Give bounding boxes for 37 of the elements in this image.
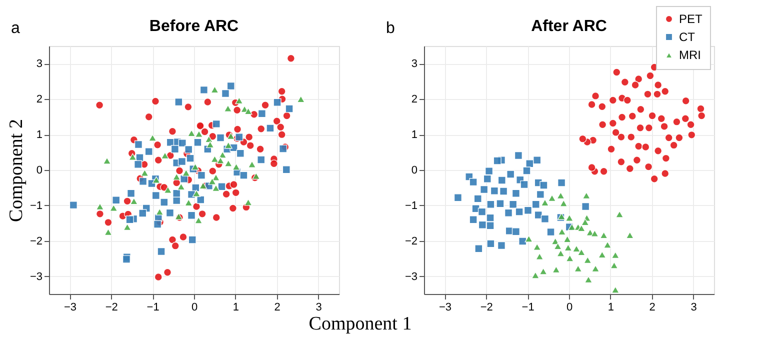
- y-axis-title: Component 2: [6, 119, 27, 222]
- y-tick-label: 3: [411, 58, 418, 70]
- x-tick-label: 2: [649, 302, 656, 314]
- y-tick-label: −2: [30, 235, 42, 248]
- x-tick-label: −1: [146, 302, 160, 314]
- legend-label: CT: [679, 30, 696, 44]
- y-tick-label: 2: [36, 94, 42, 106]
- x-tick-label: 0: [191, 302, 198, 314]
- x-tick-label: 2: [274, 302, 280, 314]
- y-tick-label: 3: [36, 58, 42, 70]
- y-tick-label: −1: [30, 200, 42, 212]
- x-tick-label: −2: [480, 302, 493, 314]
- y-tick-label: 2: [411, 94, 418, 106]
- chart-title: Before ARC: [149, 18, 240, 35]
- legend-label: PET: [679, 12, 704, 26]
- x-tick-label: 0: [566, 302, 573, 314]
- x-tick-label: −1: [522, 302, 534, 314]
- y-tick-label: 1: [411, 129, 418, 142]
- y-tick-label: −2: [404, 235, 418, 248]
- text: b: [386, 20, 395, 37]
- x-tick-label: 3: [316, 302, 322, 314]
- y-tick-label: −3: [30, 270, 42, 283]
- x-tick-label: 1: [608, 302, 614, 314]
- y-tick-label: 1: [36, 129, 42, 142]
- x-tick-label: −2: [105, 302, 118, 314]
- y-tick-label: −1: [404, 200, 418, 212]
- y-tick-label: −3: [404, 270, 418, 283]
- y-tick-label: 0: [411, 164, 418, 176]
- y-tick-label: 0: [36, 164, 42, 176]
- x-tick-label: −3: [64, 302, 76, 314]
- x-axis-title: Component 1: [308, 314, 412, 334]
- x-tick-label: −3: [438, 302, 452, 314]
- legend-label: MRI: [679, 48, 701, 62]
- chart-title: After ARC: [531, 18, 608, 35]
- text: a: [11, 20, 20, 37]
- x-tick-label: 1: [232, 302, 239, 314]
- x-tick-label: 3: [690, 302, 697, 314]
